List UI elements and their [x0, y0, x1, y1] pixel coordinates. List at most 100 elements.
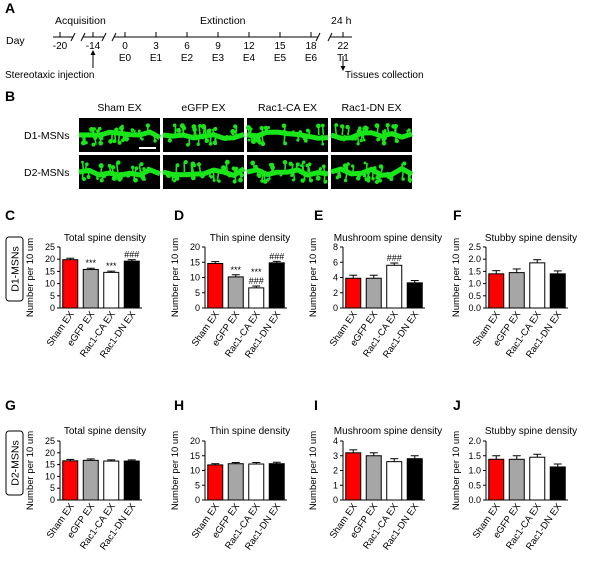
bar	[345, 277, 362, 309]
timeline-session-label: E6	[305, 53, 318, 64]
y-tick-label: 2.5	[468, 242, 481, 252]
y-tick-label: 5	[50, 483, 55, 493]
timeline-session-label: E0	[119, 53, 132, 64]
timeline-tick-label: -20	[53, 41, 68, 52]
y-tick-label: 2	[333, 466, 338, 476]
timeline-tick-label: -14	[86, 41, 101, 52]
bar	[62, 259, 79, 309]
injection-arrowhead	[90, 50, 96, 55]
timeline-tick-label: 22	[337, 41, 349, 52]
y-tick-label: 5	[195, 480, 200, 490]
injection-label: Stereotaxic injection	[5, 70, 95, 81]
y-tick-label: 20	[45, 254, 55, 264]
y-axis-label: Number per 10 um	[25, 238, 36, 317]
dendrite-image	[162, 155, 246, 189]
chart-title: Mushroom spine density	[334, 426, 442, 437]
bar	[248, 463, 265, 501]
bar	[386, 264, 403, 309]
y-tick-label: 15	[190, 257, 200, 267]
y-tick-label: 10	[190, 466, 200, 476]
y-tick-label: 0	[195, 495, 200, 505]
timeline-axis-break	[315, 32, 321, 42]
y-axis-label: Number per 10 um	[308, 238, 319, 317]
panel-letter-h: H	[174, 397, 184, 413]
panel-letter-g: G	[5, 397, 16, 413]
y-tick-label: 0.0	[468, 303, 481, 313]
collection-arrowhead	[340, 66, 346, 71]
bar	[123, 460, 140, 501]
chart-title: Thin spine density	[210, 233, 291, 244]
panel-letter-j: J	[453, 397, 461, 413]
bar	[248, 287, 265, 309]
row-label-d2: D2-MSNs	[5, 430, 24, 496]
timeline: Acquisition Extinction 24 h Day -20 -14 0 3…	[5, 15, 424, 81]
svg-text:D1-MSNs: D1-MSNs	[10, 246, 22, 292]
y-axis-label: Number per 10 um	[451, 431, 462, 510]
chart-title: Stubby spine density	[485, 233, 577, 244]
panel-letter-b: B	[5, 88, 15, 104]
bar	[103, 460, 120, 501]
timeline-session-label: E5	[274, 53, 287, 64]
timeline-axis-break	[80, 32, 86, 42]
y-axis-label: Number per 10 um	[451, 238, 462, 317]
timeline-session-label: E2	[181, 53, 194, 64]
y-axis-label: Number per 10 um	[308, 431, 319, 510]
dendrite-image	[330, 118, 413, 152]
y-tick-label: 0	[50, 495, 55, 505]
y-tick-label: 10	[190, 273, 200, 283]
panel-letter-e: E	[314, 207, 323, 223]
y-tick-label: 1.5	[468, 266, 481, 276]
bar	[386, 461, 403, 501]
timeline-phase-extinction: Extinction	[200, 15, 246, 27]
y-tick-label: 0.0	[468, 495, 481, 505]
significance-label: ***	[230, 265, 241, 275]
image-row-label: D1-MSNs	[24, 130, 70, 142]
y-tick-label: 0.5	[468, 480, 481, 490]
dendrite-image	[162, 118, 245, 152]
timeline-phase-acquisition: Acquisition	[55, 15, 106, 27]
timeline-axis-break	[101, 32, 107, 42]
bar	[103, 271, 120, 309]
dendrite-image	[78, 118, 162, 152]
bar	[207, 464, 224, 501]
panel-letter-a: A	[5, 0, 15, 16]
y-tick-label: 4	[333, 273, 338, 283]
chart-title: Thin spine density	[210, 426, 291, 437]
svg-text:D2-MSNs: D2-MSNs	[10, 440, 22, 486]
significance-label: ###	[387, 253, 402, 263]
bar	[82, 459, 99, 501]
timeline-day-label: Day	[6, 35, 25, 47]
y-tick-label: 15	[45, 460, 55, 470]
y-tick-label: 20	[190, 436, 200, 446]
y-tick-label: 1	[333, 480, 338, 490]
dendrite-image	[330, 155, 414, 189]
y-tick-label: 6	[333, 257, 338, 267]
timeline-tick-label: 12	[243, 41, 255, 52]
image-row-label: D2-MSNs	[24, 167, 70, 179]
y-tick-label: 20	[190, 242, 200, 252]
bar	[508, 272, 525, 309]
y-tick-label: 0	[50, 303, 55, 313]
y-tick-label: 0	[333, 303, 338, 313]
y-tick-label: 10	[45, 471, 55, 481]
panel-letter-f: F	[453, 207, 462, 223]
dendrite-image	[78, 155, 161, 189]
timeline-tick-label: 3	[153, 41, 159, 52]
y-axis-label: Number per 10 um	[170, 431, 181, 510]
significance-label: ***	[85, 258, 96, 268]
image-column-header: eGFP EX	[181, 102, 225, 114]
bar	[123, 260, 140, 309]
y-tick-label: 4	[333, 436, 338, 446]
timeline-axis-break	[70, 32, 76, 42]
panel-letter-i: I	[314, 397, 318, 413]
bar	[62, 460, 79, 501]
significance-label: ###	[124, 250, 139, 260]
y-tick-label: 15	[45, 266, 55, 276]
bar	[549, 273, 566, 309]
y-tick-label: 0.5	[468, 291, 481, 301]
image-column-header: Sham EX	[97, 102, 141, 114]
chart-title: Total spine density	[64, 233, 146, 244]
bar	[227, 276, 244, 309]
significance-label: ###	[269, 251, 284, 261]
